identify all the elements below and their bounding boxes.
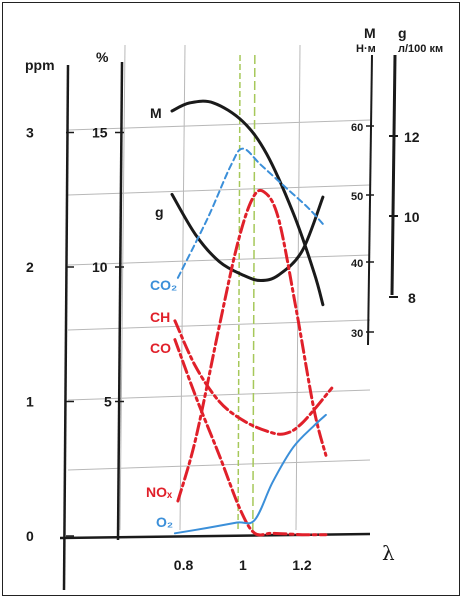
percent-axis-title: % (96, 49, 109, 65)
ppm-axis-title: ppm (25, 57, 55, 73)
chart-frame (2, 2, 460, 596)
m-tick-label: 50 (351, 191, 363, 203)
grid-line-vertical (179, 44, 186, 531)
series-label-co: CO (150, 340, 171, 356)
series-line-ch (173, 319, 334, 436)
percent-tick-label: 15 (92, 125, 108, 141)
ppm-axis-line (62, 64, 70, 591)
percent-tick-label: 5 (104, 394, 112, 410)
series-label-o: O₂ (156, 514, 173, 530)
series-line-m (170, 99, 325, 307)
series-line-no (176, 188, 328, 503)
x-axis-line (59, 532, 371, 540)
m-tick-label: 60 (351, 122, 363, 134)
g-tick-label: 10 (404, 209, 420, 225)
x-axis-title: λ (382, 541, 395, 565)
m-axis-unit: Н·м (356, 43, 376, 55)
ppm-tick-label: 0 (26, 528, 34, 544)
grid-line-vertical (119, 44, 126, 531)
grid-line-horizontal (67, 459, 371, 471)
grid-line-horizontal (67, 119, 371, 131)
series-label-co: CO₂ (150, 277, 177, 293)
series-label-ch: CH (150, 309, 170, 325)
ppm-tick-label: 2 (26, 259, 34, 275)
m-axis-title: M (364, 25, 376, 41)
series-label-g: g (155, 204, 164, 220)
percent-tick-label: 10 (92, 259, 108, 275)
g-tick-label: 8 (408, 290, 416, 306)
reference-line-lambda (252, 54, 256, 531)
ppm-tick-label: 1 (26, 394, 34, 410)
m-tick-label: 30 (351, 328, 363, 340)
series-line-co (173, 338, 328, 537)
series-line-co (176, 147, 324, 279)
x-tick-label: 1 (239, 557, 247, 573)
g-axis-title: g (398, 25, 407, 41)
ppm-tick-label: 3 (26, 125, 34, 141)
g-axis-line (390, 54, 397, 296)
series-line-o (173, 413, 327, 535)
g-tick-label: 12 (404, 129, 420, 145)
reference-line-lambda (237, 54, 241, 531)
grid-line-vertical (295, 44, 301, 531)
x-tick-label: 1.2 (292, 557, 312, 573)
x-tick-label: 0.8 (174, 557, 194, 573)
m-axis-line (367, 54, 373, 346)
series-label-no: NOₓ (146, 484, 173, 500)
grid-line-horizontal (67, 184, 371, 196)
m-tick-label: 40 (351, 258, 363, 270)
g-axis-unit: л/100 км (398, 43, 443, 55)
series-label-m: M (150, 105, 162, 121)
percent-axis-line (116, 61, 124, 541)
